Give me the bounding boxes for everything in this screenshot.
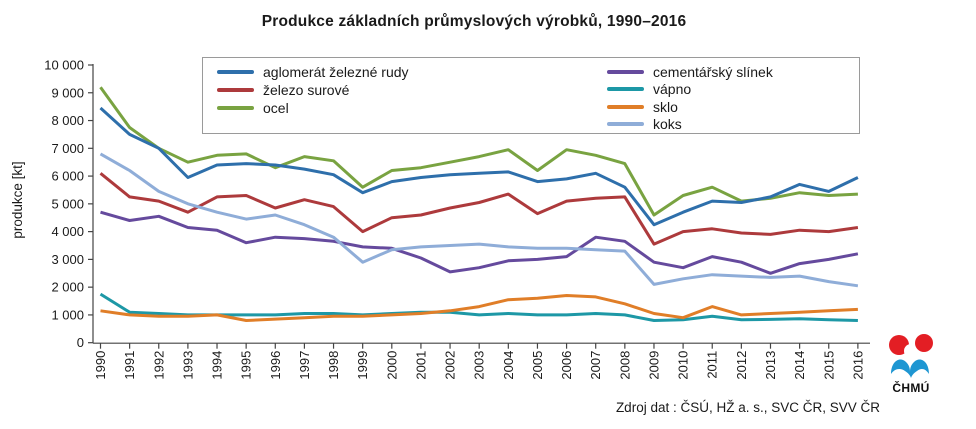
- series-line-zelezo-surove: [99, 172, 859, 246]
- legend-swatch-aglomerat: [217, 70, 254, 74]
- x-tick-label: 1995: [239, 351, 254, 380]
- x-tick-label: 2007: [588, 351, 603, 380]
- legend-item-koks: koks: [607, 116, 859, 134]
- x-tick-label: 2000: [384, 351, 399, 380]
- x-tick-label: 2001: [413, 351, 428, 380]
- series-line-cementarsky-slinek: [100, 210, 859, 275]
- x-tick-label: 1993: [180, 351, 195, 380]
- y-tick-label: 1 000: [51, 307, 84, 322]
- x-tick-label: 1996: [268, 351, 283, 380]
- legend-label: koks: [653, 116, 682, 133]
- x-tick-label: 2009: [646, 351, 661, 380]
- x-tick-label: 1998: [326, 351, 341, 380]
- logo-red-circle-bite: [904, 344, 918, 358]
- chart-title: Produkce základních průmyslových výrobků…: [261, 13, 687, 30]
- chmu-logo-mark: [889, 334, 933, 378]
- x-tick-label: 2008: [617, 351, 632, 380]
- legend-swatch-ocel: [217, 106, 254, 110]
- logo-red-circle-right: [915, 334, 933, 352]
- x-tick-label: 2014: [792, 351, 807, 380]
- series-line-aglomerat-zelezne-rudy: [99, 106, 859, 227]
- y-tick-label: 3 000: [51, 252, 84, 267]
- x-tick-label: 1997: [297, 351, 312, 380]
- legend-swatch-vapno: [607, 87, 644, 92]
- legend-label: železo surové: [263, 82, 350, 98]
- y-axis-label: produkce [kt]: [10, 161, 25, 238]
- legend-swatch-slinek: [607, 69, 644, 74]
- x-tick-label: 1991: [122, 351, 137, 380]
- legend-label: aglomerát železné rudy: [263, 64, 409, 80]
- legend-label: vápno: [653, 81, 692, 98]
- legend: aglomerát železné rudy železo surové oce…: [202, 57, 860, 134]
- legend-label: cementářský slínek: [653, 63, 773, 80]
- legend-swatch-koks: [607, 122, 644, 127]
- legend-swatch-zelezo: [217, 88, 254, 92]
- y-tick-label: 2 000: [51, 280, 84, 295]
- x-tick-label: 2013: [763, 351, 778, 380]
- y-tick-label: 10 000: [44, 58, 84, 73]
- y-tick-label: 9 000: [51, 85, 84, 100]
- x-tick-label: 1994: [210, 351, 225, 380]
- series-line-koks: [99, 152, 859, 288]
- legend-column-left: aglomerát železné rudy železo surové oce…: [203, 58, 607, 133]
- x-tick-label: 2016: [850, 351, 865, 380]
- series-line-ocel: [99, 86, 858, 217]
- chmu-logo-caption: ČHMÚ: [892, 381, 930, 395]
- x-tick-label: 2004: [501, 351, 516, 380]
- series-line-sklo: [100, 294, 858, 322]
- y-tick-label: 8 000: [51, 113, 84, 128]
- x-tick-label: 2005: [530, 351, 545, 380]
- legend-item-cementarsky-slinek: cementářský slínek: [607, 63, 859, 81]
- y-tick-label: 0: [77, 335, 84, 350]
- x-tick-label: 1992: [151, 351, 166, 380]
- logo-red-circle-left: [889, 335, 909, 355]
- x-tick-label: 2015: [821, 351, 836, 380]
- y-tick-label: 7 000: [51, 141, 84, 156]
- legend-item-sklo: sklo: [607, 98, 859, 116]
- legend-swatch-sklo: [607, 104, 644, 109]
- series-line-vapno: [99, 292, 858, 322]
- y-tick-label: 5 000: [51, 196, 84, 211]
- x-tick-label: 2006: [559, 351, 574, 380]
- chmu-logo: ČHMÚ: [884, 334, 938, 395]
- legend-label: sklo: [653, 98, 678, 115]
- legend-item-aglomerat-zelezne-rudy: aglomerát železné rudy: [217, 63, 607, 81]
- logo-blue-wave: [891, 359, 929, 378]
- x-tick-label: 2002: [443, 351, 458, 380]
- x-tick-label: 1999: [355, 351, 370, 380]
- x-tick-label: 2010: [676, 351, 691, 380]
- y-tick-label: 4 000: [51, 224, 84, 239]
- legend-item-vapno: vápno: [607, 81, 859, 99]
- legend-column-right: cementářský slínek vápno sklo koks: [607, 58, 859, 133]
- x-tick-label: 1990: [93, 351, 108, 380]
- x-tick-label: 2012: [734, 351, 749, 380]
- source-note: Zdroj dat : ČSÚ, HŽ a. s., SVC ČR, SVV Č…: [615, 400, 880, 415]
- legend-item-zelezo-surove: železo surové: [217, 81, 607, 99]
- x-tick-label: 2003: [472, 351, 487, 380]
- legend-item-ocel: ocel: [217, 99, 607, 117]
- legend-label: ocel: [263, 100, 289, 116]
- x-tick-label: 2011: [705, 351, 720, 379]
- y-tick-label: 6 000: [51, 169, 84, 184]
